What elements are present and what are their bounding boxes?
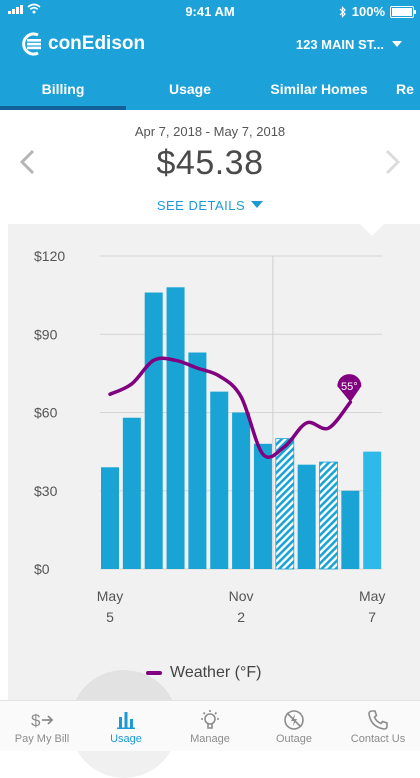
account-address: 123 MAIN ST... <box>295 37 384 52</box>
svg-text:$: $ <box>31 711 41 730</box>
nav-contact-us[interactable]: Contact Us <box>336 707 420 745</box>
bill-amount: $45.38 <box>156 144 264 182</box>
y-tick-label: $0 <box>34 561 50 577</box>
tab-bar: Billing Usage Similar Homes Re <box>0 70 420 110</box>
tab-partial[interactable]: Re <box>396 81 414 97</box>
caret-down-icon <box>251 201 264 208</box>
next-period-button[interactable] <box>384 146 402 183</box>
outage-icon <box>284 710 304 730</box>
nav-pay-my-bill[interactable]: $ Pay My Bill <box>0 707 84 745</box>
bill-bar <box>319 461 338 570</box>
chevron-left-icon <box>19 149 35 175</box>
bottom-navigation: $ Pay My Bill Usage Manage Outage <box>0 700 420 751</box>
tab-billing[interactable]: Billing <box>0 70 126 110</box>
bill-bar <box>166 287 185 569</box>
weather-line <box>108 356 353 459</box>
chevron-down-icon <box>392 41 402 47</box>
panel-notch <box>360 224 384 236</box>
signal-indicators <box>8 3 41 14</box>
x-tick-label: Nov <box>229 588 254 604</box>
bill-bar <box>188 352 207 569</box>
see-details-link[interactable]: SEE DETAILS <box>0 198 420 213</box>
x-tick-label: 5 <box>106 609 114 625</box>
x-tick-label: 7 <box>368 609 376 625</box>
battery-percent: 100% <box>351 4 385 19</box>
y-tick-label: $90 <box>34 326 58 342</box>
wifi-icon <box>27 3 41 14</box>
bill-history-chart: $0 $30 $60 $90 $120 55° May 5 Nov 2 May 7 <box>34 248 385 625</box>
bill-bar <box>297 464 316 569</box>
bill-bar <box>101 467 119 569</box>
bill-bar <box>341 490 360 569</box>
chart-legend: Weather (°F) <box>146 664 261 682</box>
battery-status: 100% <box>339 4 416 19</box>
bill-bar <box>122 417 141 569</box>
status-time: 9:41 AM <box>185 4 235 19</box>
bar-chart-icon <box>117 712 135 729</box>
weather-legend-label: Weather (°F) <box>170 664 262 681</box>
brand-logo: conEdison <box>16 32 145 56</box>
bill-bar <box>363 451 382 569</box>
nav-label: Contact Us <box>350 733 406 745</box>
tab-usage[interactable]: Usage <box>168 81 212 97</box>
battery-icon <box>390 5 416 18</box>
dollar-arrow-icon: $ <box>31 711 54 730</box>
weather-pin-marker <box>337 374 362 403</box>
tab-similar-homes[interactable]: Similar Homes <box>270 81 368 97</box>
lightbulb-icon <box>201 710 219 729</box>
chevron-right-icon <box>385 149 401 175</box>
cell-signal-icon <box>8 3 23 14</box>
account-selector[interactable]: 123 MAIN ST... <box>296 37 402 52</box>
nav-manage[interactable]: Manage <box>168 707 252 745</box>
nav-outage[interactable]: Outage <box>252 707 336 745</box>
nav-label: Usage <box>110 733 142 745</box>
previous-period-button[interactable] <box>18 146 36 183</box>
weather-pin-label: 55° <box>341 381 358 393</box>
phone-icon <box>368 710 388 730</box>
x-tick-label: May <box>97 588 123 604</box>
nav-label: Manage <box>190 733 230 745</box>
billing-period: Apr 7, 2018 - May 7, 2018 <box>134 124 286 139</box>
bluetooth-icon <box>339 5 346 18</box>
app-header: 9:41 AM 100% conEdison 123 MAIN ST... <box>0 0 420 110</box>
bill-bar <box>210 391 229 569</box>
bill-bar <box>275 438 295 570</box>
nav-label: Outage <box>275 733 313 745</box>
bill-bar <box>144 292 163 569</box>
weather-legend-swatch <box>146 671 162 675</box>
bill-bar <box>253 443 272 569</box>
app-bar: conEdison 123 MAIN ST... <box>0 26 420 62</box>
y-tick-label: $30 <box>34 483 58 499</box>
brand-name: conEdison <box>48 33 146 54</box>
y-tick-label: $120 <box>34 248 65 264</box>
bill-bar <box>232 412 251 569</box>
x-tick-label: 2 <box>237 609 245 625</box>
nav-usage[interactable]: Usage <box>84 707 168 745</box>
x-tick-label: May <box>359 588 385 604</box>
conedison-logo-icon <box>22 32 41 56</box>
nav-label: Pay My Bill <box>14 733 70 745</box>
y-tick-label: $60 <box>34 405 58 421</box>
status-bar: 9:41 AM 100% <box>0 0 420 22</box>
see-details-label: SEE DETAILS <box>156 198 246 213</box>
